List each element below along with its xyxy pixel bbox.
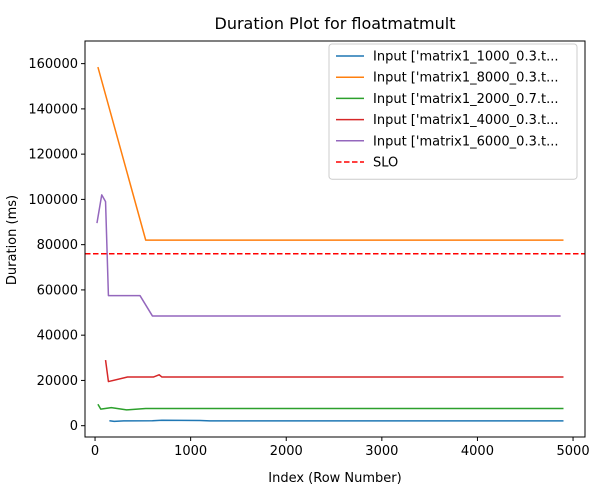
x-tick-label: 3000 xyxy=(365,444,398,459)
series-line-1 xyxy=(109,419,564,423)
plot-lines xyxy=(85,66,585,423)
y-tick-label: 60000 xyxy=(37,283,78,298)
legend-label: SLO xyxy=(373,156,398,171)
legend-label: Input ['matrix1_1000_0.3.t... xyxy=(373,50,558,65)
x-axis-label: Index (Row Number) xyxy=(268,471,401,486)
y-axis-label: Duration (ms) xyxy=(5,195,20,285)
series-line-4 xyxy=(104,359,564,383)
series-line-3 xyxy=(97,403,564,411)
y-tick-label: 160000 xyxy=(28,57,78,72)
chart-title: Duration Plot for floatmatmult xyxy=(215,14,456,33)
y-tick-label: 140000 xyxy=(28,102,78,117)
y-tick-label: 80000 xyxy=(37,238,78,253)
x-tick-label: 0 xyxy=(91,444,99,459)
x-tick-label: 1000 xyxy=(174,444,207,459)
y-tick-label: 40000 xyxy=(37,329,78,344)
y-tick-label: 20000 xyxy=(37,374,78,389)
series-line-2 xyxy=(97,66,564,241)
legend: Input ['matrix1_1000_0.3.t... Input ['mat… xyxy=(328,43,578,180)
legend-label: Input ['matrix1_8000_0.3.t... xyxy=(373,71,558,86)
x-tick-label: 5000 xyxy=(557,444,590,459)
axes: 0 1000 2000 3000 4000 5000 0 20000 40000 60000 800… xyxy=(28,40,590,459)
series-line-5 xyxy=(96,194,561,317)
y-tick-label: 120000 xyxy=(28,148,78,163)
legend-label: Input ['matrix1_4000_0.3.t... xyxy=(373,113,558,128)
y-tick-label: 0 xyxy=(70,419,78,434)
plot-frame xyxy=(84,40,586,438)
x-tick-label: 4000 xyxy=(461,444,494,459)
x-tick-label: 2000 xyxy=(270,444,303,459)
legend-label: Input ['matrix1_2000_0.7.t... xyxy=(373,92,558,107)
legend-label: Input ['matrix1_6000_0.3.t... xyxy=(373,134,558,149)
y-tick-label: 100000 xyxy=(28,193,78,208)
legend-box xyxy=(328,43,578,180)
